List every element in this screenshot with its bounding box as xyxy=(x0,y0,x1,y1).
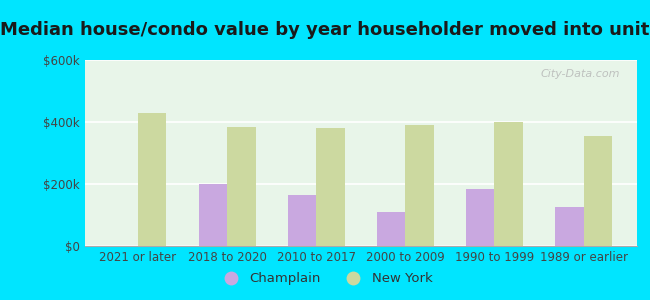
Bar xyxy=(377,212,406,246)
Legend: Champlain, New York: Champlain, New York xyxy=(212,267,438,290)
Bar xyxy=(466,189,495,246)
Bar xyxy=(316,128,344,246)
Bar xyxy=(227,127,255,246)
Text: City-Data.com: City-Data.com xyxy=(541,69,620,79)
Bar xyxy=(584,136,612,246)
Bar xyxy=(495,122,523,246)
Bar xyxy=(555,207,584,246)
Bar xyxy=(198,184,227,246)
Bar xyxy=(406,125,434,246)
Bar xyxy=(138,113,166,246)
Bar xyxy=(288,195,316,246)
Text: Median house/condo value by year householder moved into unit: Median house/condo value by year househo… xyxy=(0,21,650,39)
